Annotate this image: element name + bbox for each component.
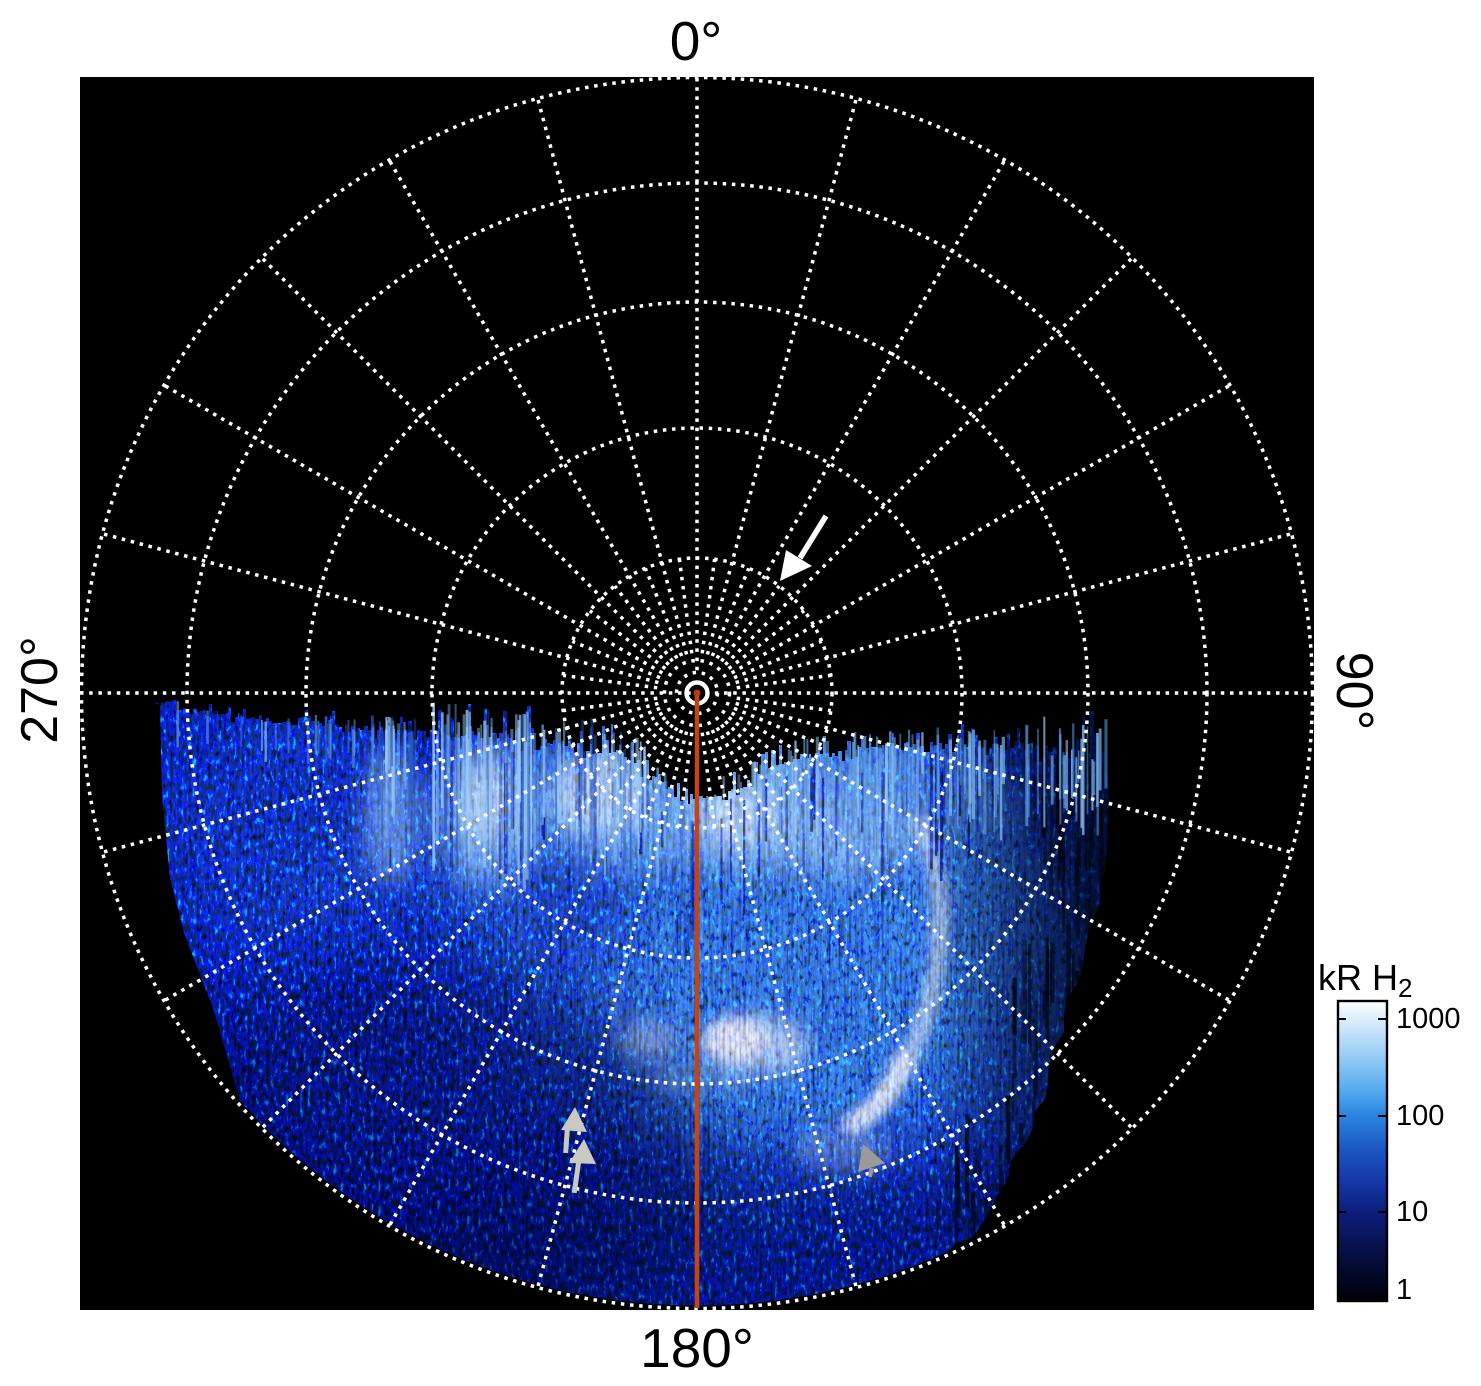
svg-text:1000: 1000 — [1396, 1003, 1461, 1035]
svg-text:kR H2: kR H2 — [1318, 957, 1412, 1003]
svg-text:10: 10 — [1396, 1196, 1428, 1228]
svg-text:90°: 90° — [1325, 652, 1383, 731]
svg-text:270°: 270° — [11, 636, 69, 744]
svg-text:180°: 180° — [640, 1317, 754, 1379]
svg-text:1: 1 — [1396, 1274, 1412, 1306]
svg-text:100: 100 — [1396, 1100, 1444, 1132]
svg-text:0°: 0° — [670, 10, 723, 72]
